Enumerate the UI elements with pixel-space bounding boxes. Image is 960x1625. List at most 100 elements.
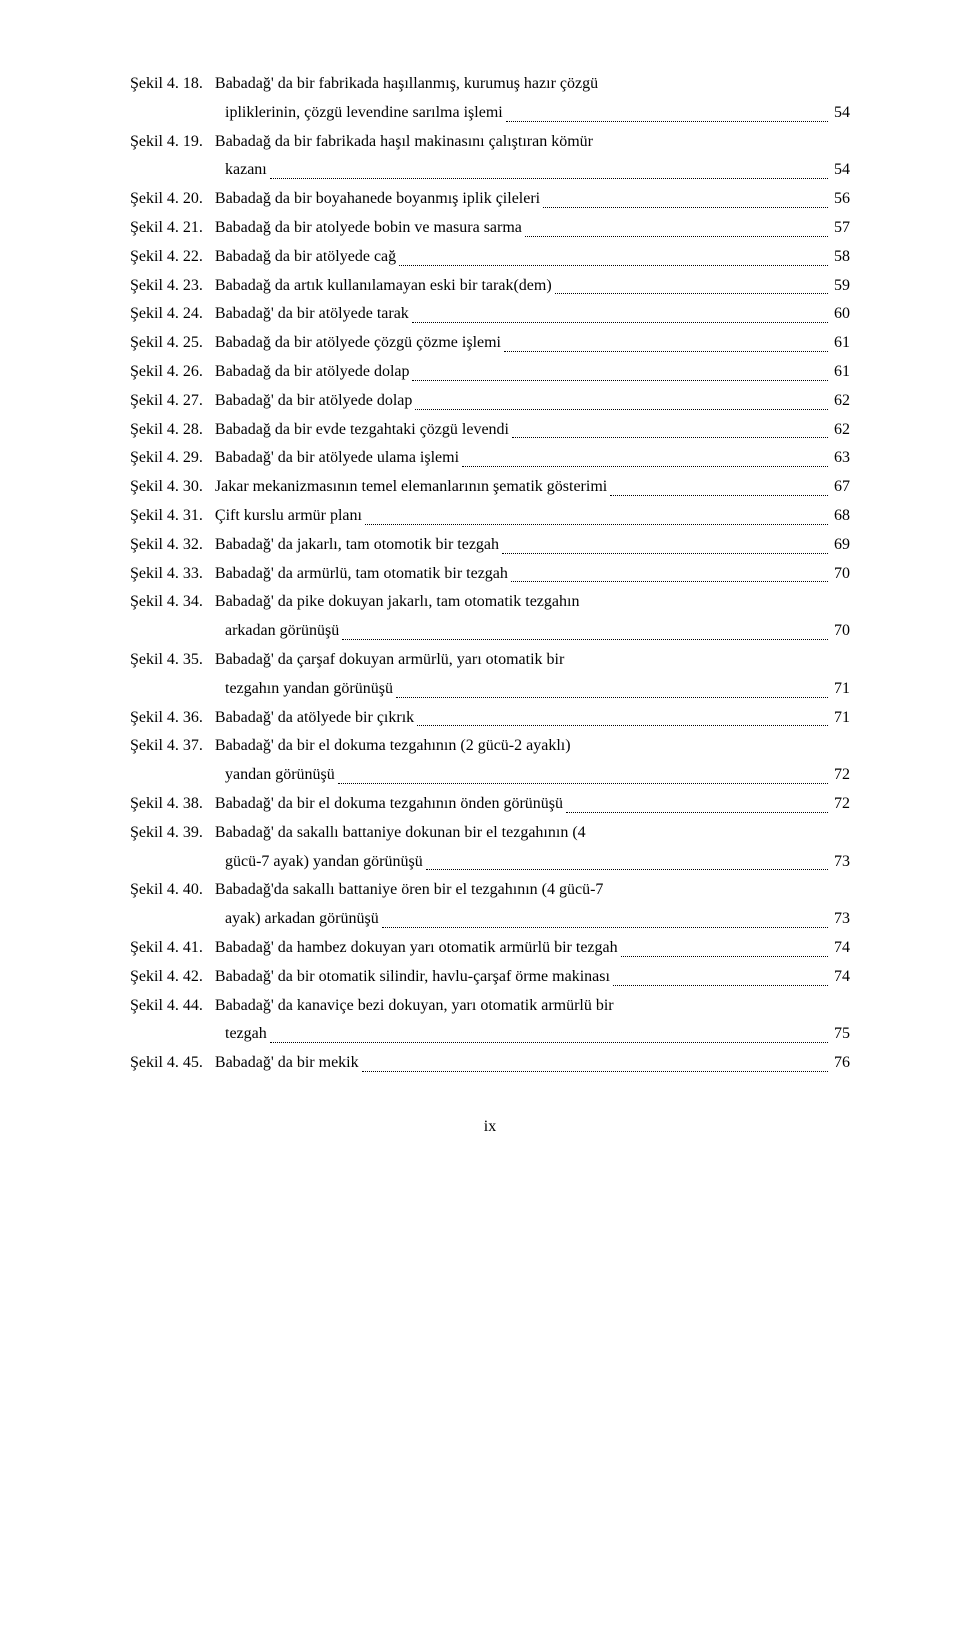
figure-description: Babadağ' da bir atölyede ulama işlemi xyxy=(215,444,459,473)
figure-entry: Şekil 4. 45.Babadağ' da bir mekik76 xyxy=(130,1049,850,1078)
figure-page: 54 xyxy=(831,99,850,128)
figure-label: Şekil 4. 23. xyxy=(130,272,215,301)
figure-page: 75 xyxy=(831,1020,850,1049)
figure-entry-continuation: ipliklerinin, çözgü levendine sarılma iş… xyxy=(130,99,850,128)
figure-description: Babadağ da bir boyahanede boyanmış iplik… xyxy=(215,185,540,214)
figure-description: tezgah xyxy=(225,1020,267,1049)
leader-dots xyxy=(462,466,828,467)
leader-dots xyxy=(412,322,828,323)
figure-description: Babadağ' da bir el dokuma tezgahının önd… xyxy=(215,790,563,819)
figure-page: 56 xyxy=(831,185,850,214)
leader-dots xyxy=(613,985,828,986)
figure-description: Babadağ da bir atölyede çözgü çözme işle… xyxy=(215,329,501,358)
figure-page: 54 xyxy=(831,156,850,185)
figure-page: 69 xyxy=(831,531,850,560)
figure-page: 68 xyxy=(831,502,850,531)
figure-entry: Şekil 4. 28.Babadağ da bir evde tezgahta… xyxy=(130,416,850,445)
leader-dots xyxy=(426,869,828,870)
figure-label: Şekil 4. 25. xyxy=(130,329,215,358)
leader-dots xyxy=(365,524,828,525)
figure-label: Şekil 4. 39. xyxy=(130,819,215,848)
figure-page: 73 xyxy=(831,848,850,877)
figure-page: 62 xyxy=(831,416,850,445)
figure-description: Babadağ' da bir mekik xyxy=(215,1049,359,1078)
figure-description: Babadağ'da sakallı battaniye ören bir el… xyxy=(215,876,604,905)
figure-label: Şekil 4. 21. xyxy=(130,214,215,243)
figure-entry: Şekil 4. 24.Babadağ' da bir atölyede tar… xyxy=(130,300,850,329)
figure-label: Şekil 4. 20. xyxy=(130,185,215,214)
figure-entry: Şekil 4. 29.Babadağ' da bir atölyede ula… xyxy=(130,444,850,473)
figure-entry: Şekil 4. 37.Babadağ' da bir el dokuma te… xyxy=(130,732,850,761)
figure-page: 67 xyxy=(831,473,850,502)
figure-description: Babadağ' da hambez dokuyan yarı otomatik… xyxy=(215,934,618,963)
figure-label: Şekil 4. 24. xyxy=(130,300,215,329)
figure-label: Şekil 4. 18. xyxy=(130,70,215,99)
figure-entry: Şekil 4. 31.Çift kurslu armür planı68 xyxy=(130,502,850,531)
figure-entry: Şekil 4. 39.Babadağ' da sakallı battaniy… xyxy=(130,819,850,848)
figure-entry: Şekil 4. 35.Babadağ' da çarşaf dokuyan a… xyxy=(130,646,850,675)
figure-entry-continuation: ayak) arkadan görünüşü73 xyxy=(130,905,850,934)
figure-label: Şekil 4. 34. xyxy=(130,588,215,617)
figure-label: Şekil 4. 35. xyxy=(130,646,215,675)
figure-description: kazanı xyxy=(225,156,267,185)
figure-label: Şekil 4. 40. xyxy=(130,876,215,905)
figure-description: Jakar mekanizmasının temel elemanlarının… xyxy=(215,473,607,502)
figure-description: Babadağ da bir evde tezgahtaki çözgü lev… xyxy=(215,416,509,445)
figure-entry: Şekil 4. 27.Babadağ' da bir atölyede dol… xyxy=(130,387,850,416)
leader-dots xyxy=(512,437,828,438)
figure-label: Şekil 4. 42. xyxy=(130,963,215,992)
figure-description: Babadağ' da atölyede bir çıkrık xyxy=(215,704,414,733)
figure-page: 61 xyxy=(831,358,850,387)
figure-entry: Şekil 4. 23.Babadağ da artık kullanılama… xyxy=(130,272,850,301)
figure-entry: Şekil 4. 19.Babadağ da bir fabrikada haş… xyxy=(130,128,850,157)
figure-entry: Şekil 4. 26.Babadağ da bir atölyede dola… xyxy=(130,358,850,387)
leader-dots xyxy=(566,812,828,813)
figure-description: Babadağ' da sakallı battaniye dokunan bi… xyxy=(215,819,586,848)
figure-page: 63 xyxy=(831,444,850,473)
figure-label: Şekil 4. 38. xyxy=(130,790,215,819)
leader-dots xyxy=(396,697,828,698)
leader-dots xyxy=(502,553,828,554)
figure-entry: Şekil 4. 22.Babadağ da bir atölyede cağ5… xyxy=(130,243,850,272)
figure-entry-continuation: tezgahın yandan görünüşü71 xyxy=(130,675,850,704)
leader-dots xyxy=(506,121,828,122)
figure-entry: Şekil 4. 21.Babadağ da bir atolyede bobi… xyxy=(130,214,850,243)
figure-entry: Şekil 4. 34.Babadağ' da pike dokuyan jak… xyxy=(130,588,850,617)
figure-label: Şekil 4. 44. xyxy=(130,992,215,1021)
page-number: ix xyxy=(130,1118,850,1136)
figure-page: 73 xyxy=(831,905,850,934)
figure-label: Şekil 4. 27. xyxy=(130,387,215,416)
figure-description: Babadağ da bir atölyede cağ xyxy=(215,243,396,272)
figure-page: 70 xyxy=(831,617,850,646)
figure-description: Babadağ' da bir otomatik silindir, havlu… xyxy=(215,963,610,992)
figure-description: Babadağ' da bir atölyede dolap xyxy=(215,387,412,416)
figure-label: Şekil 4. 33. xyxy=(130,560,215,589)
figure-page: 58 xyxy=(831,243,850,272)
figure-label: Şekil 4. 31. xyxy=(130,502,215,531)
figure-description: Babadağ' da bir atölyede tarak xyxy=(215,300,409,329)
figure-label: Şekil 4. 41. xyxy=(130,934,215,963)
figure-page: 57 xyxy=(831,214,850,243)
figure-entry: Şekil 4. 40.Babadağ'da sakallı battaniye… xyxy=(130,876,850,905)
figure-description: Babadağ' da jakarlı, tam otomotik bir te… xyxy=(215,531,499,560)
leader-dots xyxy=(382,927,828,928)
figure-page: 70 xyxy=(831,560,850,589)
leader-dots xyxy=(399,265,828,266)
figure-entry: Şekil 4. 32.Babadağ' da jakarlı, tam oto… xyxy=(130,531,850,560)
figure-entry: Şekil 4. 38.Babadağ' da bir el dokuma te… xyxy=(130,790,850,819)
leader-dots xyxy=(338,783,828,784)
figure-entry: Şekil 4. 44.Babadağ' da kanaviçe bezi do… xyxy=(130,992,850,1021)
leader-dots xyxy=(415,409,828,410)
leader-dots xyxy=(412,380,828,381)
leader-dots xyxy=(610,495,828,496)
figure-page: 72 xyxy=(831,761,850,790)
figure-entry: Şekil 4. 18.Babadağ' da bir fabrikada ha… xyxy=(130,70,850,99)
figure-entry: Şekil 4. 42.Babadağ' da bir otomatik sil… xyxy=(130,963,850,992)
leader-dots xyxy=(555,293,828,294)
figure-description: Babadağ da artık kullanılamayan eski bir… xyxy=(215,272,552,301)
figure-entry-continuation: tezgah 75 xyxy=(130,1020,850,1049)
figure-list: Şekil 4. 18.Babadağ' da bir fabrikada ha… xyxy=(130,70,850,1078)
figure-label: Şekil 4. 29. xyxy=(130,444,215,473)
figure-label: Şekil 4. 45. xyxy=(130,1049,215,1078)
figure-description: tezgahın yandan görünüşü xyxy=(225,675,393,704)
